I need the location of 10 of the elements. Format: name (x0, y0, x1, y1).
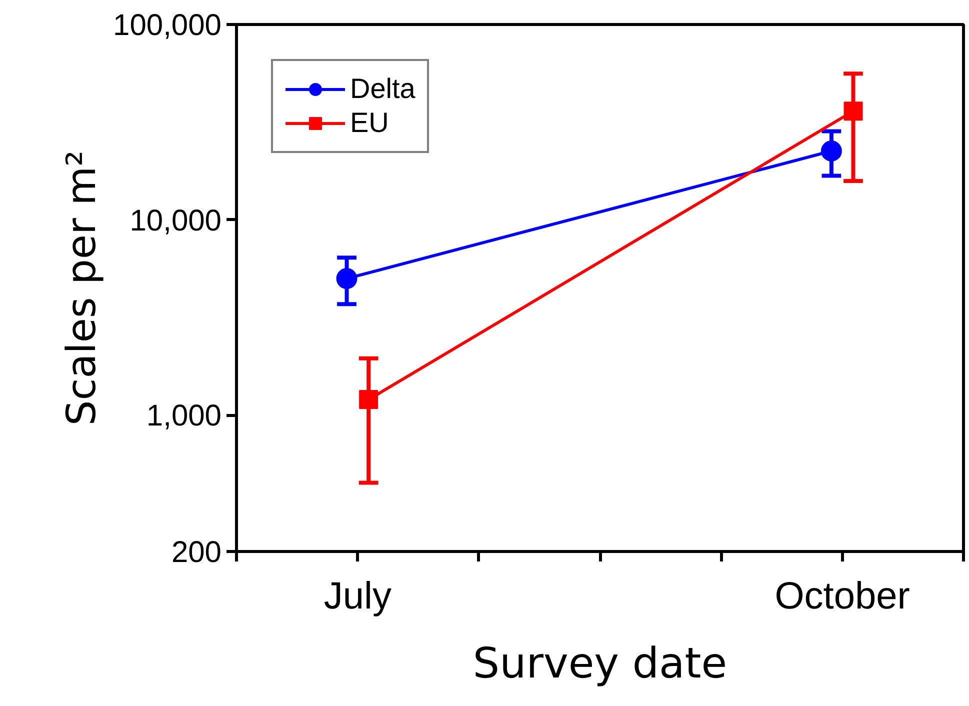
legend-label: EU (350, 107, 389, 139)
y-tick-label: 10,000 (130, 204, 222, 238)
x-axis-title: Survey date (472, 638, 728, 688)
y-axis-title: Scales per m² (59, 150, 106, 426)
x-tick-label: October (774, 576, 910, 618)
legend-label: Delta (350, 73, 416, 105)
x-tick-label: July (324, 576, 392, 618)
y-tick-label: 200 (171, 536, 222, 569)
y-tick-label: 100,000 (113, 9, 222, 42)
y-tick-label: 1,000 (146, 400, 222, 433)
